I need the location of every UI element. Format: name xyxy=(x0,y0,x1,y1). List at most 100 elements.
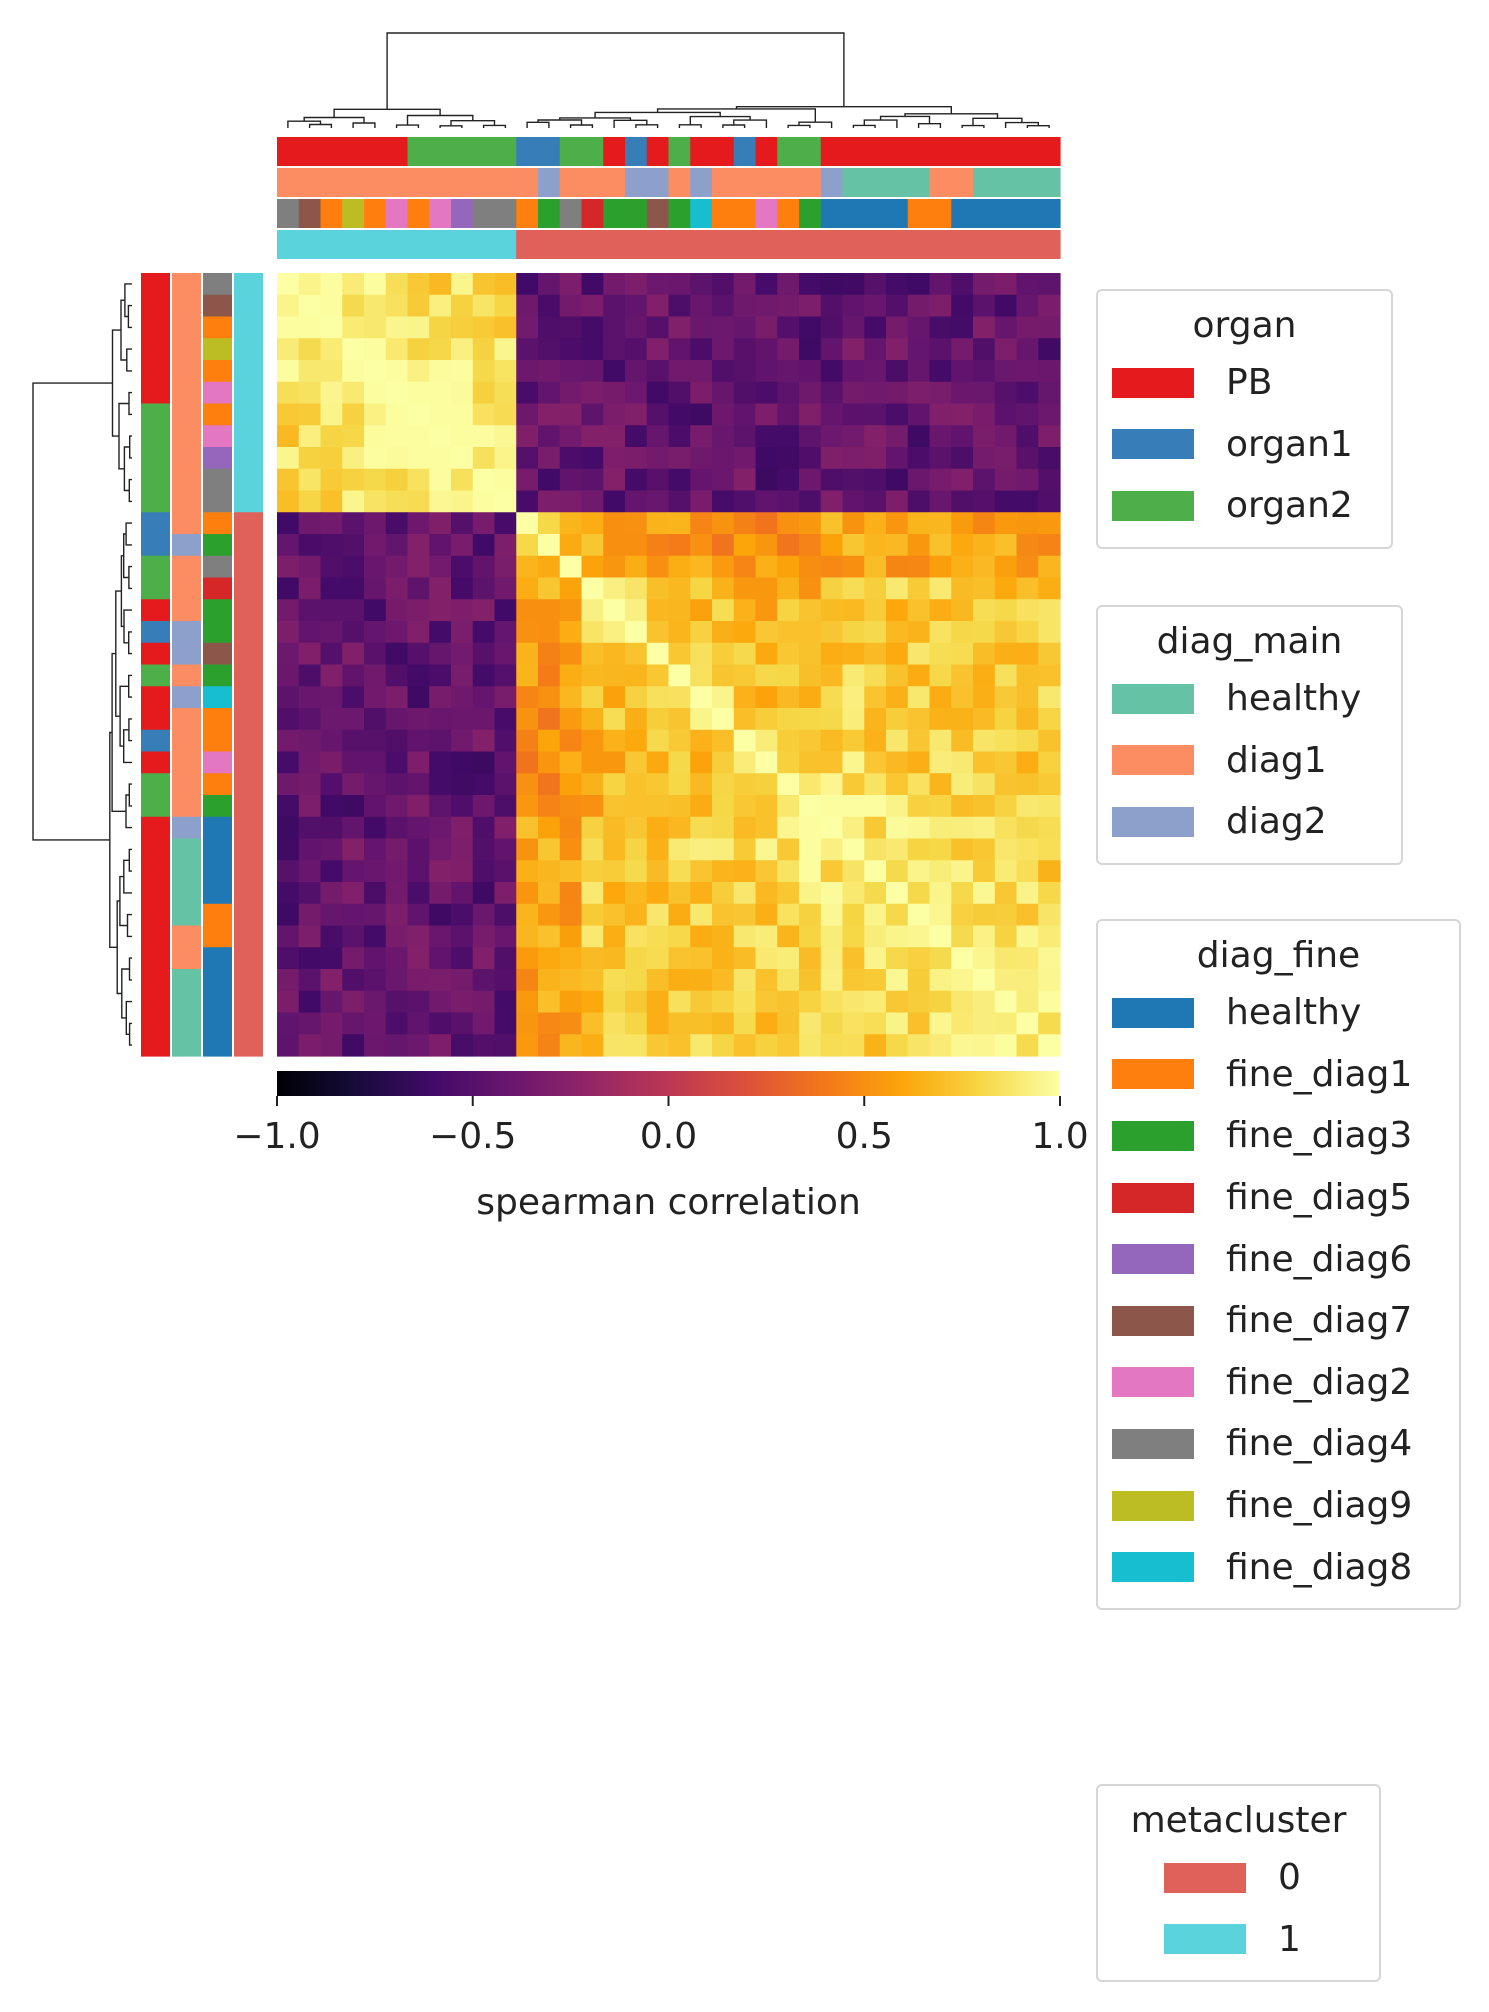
heatmap-cell xyxy=(364,882,387,905)
heatmap-cell xyxy=(755,860,778,883)
column-annotation-organ xyxy=(407,137,430,166)
heatmap-cell xyxy=(1016,664,1039,687)
column-annotation-organ xyxy=(951,137,974,166)
heatmap-cell xyxy=(842,447,865,470)
heatmap-cell xyxy=(320,555,343,579)
heatmap-cell xyxy=(472,294,496,318)
legend-swatch xyxy=(1112,1305,1194,1336)
heatmap-cell xyxy=(407,969,430,992)
row-annotation-metacluster xyxy=(234,512,263,535)
heatmap-cell xyxy=(407,947,430,970)
heatmap-cell xyxy=(494,468,517,492)
heatmap-cell xyxy=(907,425,931,448)
heatmap-cell xyxy=(1016,316,1039,339)
heatmap-cell xyxy=(429,403,452,426)
row-annotation-organ xyxy=(141,642,170,666)
row-annotation-organ xyxy=(141,577,170,600)
heatmap-cell xyxy=(668,490,691,513)
heatmap-cell xyxy=(755,599,778,622)
heatmap-cell xyxy=(364,686,387,709)
column-annotation-organ xyxy=(603,137,626,166)
heatmap-cell xyxy=(320,642,343,666)
heatmap-cell xyxy=(1016,338,1039,361)
heatmap-cell xyxy=(668,294,691,318)
heatmap-cell xyxy=(277,969,300,992)
heatmap-cell xyxy=(712,686,735,709)
dendrogram-link xyxy=(32,382,113,841)
heatmap-cell xyxy=(712,838,735,861)
heatmap-cell xyxy=(407,403,430,426)
legend-metacluster: metacluster 0 1 xyxy=(1096,1784,1381,1983)
heatmap-cell xyxy=(385,795,409,818)
legend-title: organ xyxy=(1192,305,1297,346)
heatmap-cell xyxy=(298,1034,322,1057)
heatmap-cell xyxy=(451,555,474,579)
heatmap-cell xyxy=(603,534,626,557)
heatmap-cell xyxy=(1038,708,1061,731)
heatmap-cell xyxy=(951,903,974,927)
heatmap-cell xyxy=(385,403,409,426)
heatmap-cell xyxy=(1016,490,1039,513)
row-annotation-diag_fine xyxy=(203,316,232,339)
column-annotation-metacluster xyxy=(994,230,1018,259)
row-annotation-organ xyxy=(141,490,170,513)
heatmap-cell xyxy=(429,599,452,622)
heatmap-cell xyxy=(581,316,604,339)
heatmap-cell xyxy=(733,534,757,557)
heatmap-cell xyxy=(581,577,604,600)
heatmap-cell xyxy=(799,903,822,927)
heatmap-cell xyxy=(603,425,626,448)
column-annotation-metacluster xyxy=(951,230,974,259)
heatmap-cell xyxy=(886,512,909,535)
heatmap-cell xyxy=(820,316,844,339)
legend-entry: fine_diag2 xyxy=(1098,1352,1459,1414)
heatmap-cell xyxy=(907,360,931,383)
column-annotation-diag_fine xyxy=(625,199,648,228)
column-annotation-diag_fine xyxy=(1038,199,1061,228)
heatmap-cell xyxy=(277,795,300,818)
row-annotation-diag_fine xyxy=(203,751,232,774)
heatmap-cell xyxy=(451,621,474,644)
heatmap-cell xyxy=(668,468,691,492)
heatmap-cell xyxy=(320,577,343,600)
heatmap-cell xyxy=(472,838,496,861)
heatmap-cell xyxy=(407,925,430,948)
row-annotation-organ xyxy=(141,860,170,883)
heatmap-cell xyxy=(777,468,800,492)
heatmap-cell xyxy=(407,882,430,905)
heatmap-cell xyxy=(712,381,735,405)
row-annotation-diag_fine xyxy=(203,947,232,970)
heatmap-cell xyxy=(277,338,300,361)
heatmap-cell xyxy=(451,490,474,513)
heatmap-cell xyxy=(1016,599,1039,622)
heatmap-cell xyxy=(603,1012,626,1035)
heatmap-cell xyxy=(559,512,583,535)
row-annotation-metacluster xyxy=(234,751,263,774)
heatmap-cell xyxy=(581,903,604,927)
heatmap-cell xyxy=(820,860,844,883)
heatmap-cell xyxy=(364,860,387,883)
heatmap-cell xyxy=(820,947,844,970)
heatmap-cell xyxy=(298,381,322,405)
heatmap-cell xyxy=(973,577,996,600)
heatmap-cell xyxy=(973,316,996,339)
heatmap-cell xyxy=(342,338,365,361)
heatmap-cell xyxy=(646,816,670,840)
column-annotation-diag_main xyxy=(1038,168,1061,197)
heatmap-cell xyxy=(625,403,648,426)
heatmap-cell xyxy=(646,555,670,579)
heatmap-cell xyxy=(342,708,365,731)
heatmap-cell xyxy=(538,512,561,535)
heatmap-cell xyxy=(777,599,800,622)
heatmap-cell xyxy=(581,773,604,796)
heatmap-cell xyxy=(646,729,670,753)
heatmap-cell xyxy=(820,664,844,687)
heatmap-cell xyxy=(625,925,648,948)
heatmap-cell xyxy=(342,425,365,448)
heatmap-cell xyxy=(951,534,974,557)
heatmap-cell xyxy=(364,990,387,1014)
row-annotation-metacluster xyxy=(234,273,263,296)
heatmap-cell xyxy=(929,577,952,600)
heatmap-cell xyxy=(646,860,670,883)
heatmap-cell xyxy=(929,490,952,513)
